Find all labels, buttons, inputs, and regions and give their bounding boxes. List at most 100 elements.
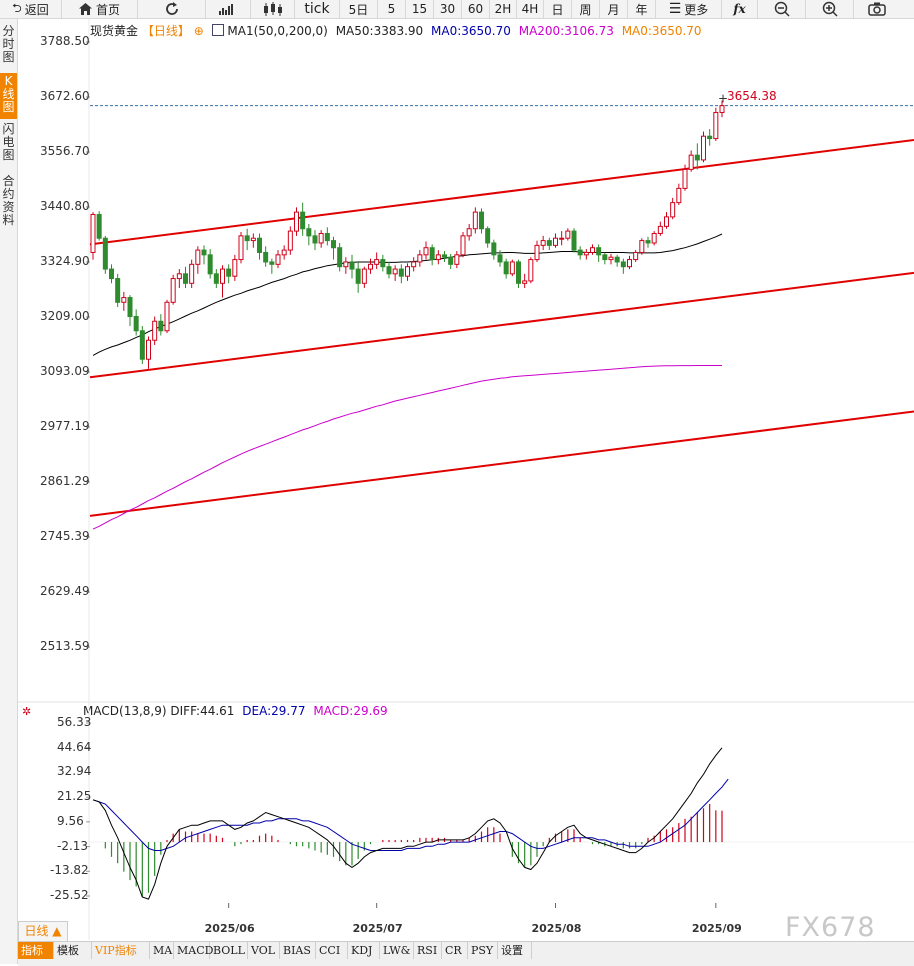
candle-body [275, 254, 281, 265]
refresh-button[interactable] [138, 0, 206, 18]
candle-body [115, 278, 121, 303]
period-label: 5 [387, 2, 396, 16]
indicator-tab[interactable]: RSI [414, 942, 442, 959]
home-button[interactable]: 首页 [62, 0, 138, 18]
side-tab-label: K线图 [2, 74, 15, 114]
indicator-tab[interactable]: LW& [380, 942, 414, 959]
indicator-tab[interactable]: VIP指标 [92, 942, 150, 959]
candle-body [546, 240, 552, 246]
candle-body [380, 259, 386, 268]
line-chart-button[interactable] [206, 0, 251, 18]
zoom-in-button[interactable] [806, 0, 854, 18]
candle-body [713, 111, 719, 140]
candle-body [448, 256, 454, 265]
camera-button[interactable] [854, 0, 899, 18]
side-tab-kline[interactable]: K线图 [0, 73, 17, 119]
zoom-out-icon [774, 1, 790, 17]
indicator-tab[interactable]: BOLL [210, 942, 248, 959]
indicator-tab[interactable]: PSY [468, 942, 498, 959]
candle-body [657, 225, 663, 234]
candle-body [670, 202, 676, 218]
candle-body [701, 135, 706, 161]
candle-body [454, 254, 460, 265]
candle-body [201, 249, 207, 256]
period-label: 日 [551, 2, 564, 17]
dea-line [92, 778, 729, 851]
period-2h[interactable]: 2H [490, 0, 517, 18]
tick-button[interactable]: tick [295, 0, 340, 18]
indicator-tab[interactable]: VOL [248, 942, 280, 959]
period-year[interactable]: 年 [628, 0, 656, 18]
period-day[interactable]: 日 [544, 0, 572, 18]
candle-body [158, 320, 164, 332]
period-week[interactable]: 周 [572, 0, 600, 18]
side-tab-label: 闪电图 [2, 122, 15, 162]
side-tab-flash[interactable]: 闪电图 [0, 123, 17, 169]
channel-line-lower [89, 410, 914, 517]
candle-body [590, 247, 595, 253]
candle-body [688, 154, 694, 170]
ma-params: MA1(50,0,200,0) [227, 24, 328, 38]
menu-icon: ☰ [668, 1, 682, 17]
macd-dea: DEA:29.77 [242, 704, 306, 718]
candle-body [639, 240, 645, 253]
indicator-tab[interactable]: 指标 [18, 942, 54, 959]
indicator-icon[interactable] [211, 24, 224, 36]
ma0-value: MA0:3650.70 [431, 24, 511, 38]
macd-diff: DIFF:44.61 [170, 704, 235, 718]
candle-body [139, 330, 145, 360]
macd-y-tick-label: -2.13 [57, 838, 89, 853]
candle-body [509, 261, 515, 275]
side-tab-timeshare[interactable]: 分时图 [0, 25, 17, 71]
candle-body [361, 268, 367, 284]
candle-body [220, 268, 225, 284]
back-label: 返回 [24, 2, 49, 17]
indicator-tab[interactable]: BIAS [280, 942, 316, 959]
period-4h[interactable]: 4H [517, 0, 544, 18]
indicator-tab[interactable]: MA [150, 942, 174, 959]
indicator-tab[interactable]: MACD [174, 942, 213, 959]
candle-body [294, 211, 299, 232]
zoom-in-icon [822, 1, 838, 17]
macd-params: MACD(13,8,9) [83, 704, 167, 718]
y-tick-label: 3440.80 [40, 198, 90, 213]
candle-body [479, 211, 484, 230]
candle-body [651, 232, 657, 244]
period-60[interactable]: 60 [462, 0, 490, 18]
indicator-tab[interactable]: KDJ [348, 942, 380, 959]
period-15[interactable]: 15 [406, 0, 434, 18]
indicator-tab[interactable]: 设置 [498, 942, 532, 959]
candle-body [559, 237, 565, 240]
ma200-line [92, 365, 722, 530]
candle-body [306, 228, 312, 237]
indicator-tab[interactable]: CCI [316, 942, 348, 959]
kline-chart[interactable]: + [0, 0, 914, 940]
period-label: 60 [467, 2, 484, 16]
candle-body [627, 259, 632, 268]
more-button[interactable]: ☰ 更多 [656, 0, 722, 18]
indicator-tab[interactable]: 模板 [54, 942, 92, 959]
period-selector[interactable]: 日线 ▲ [18, 921, 68, 942]
candle-body [429, 247, 435, 261]
y-tick-label: 2861.29 [40, 474, 90, 488]
period-30[interactable]: 30 [434, 0, 462, 18]
indicator-tab[interactable]: CR [442, 942, 468, 959]
back-button[interactable]: ⮌ 返回 [0, 0, 62, 18]
formula-button[interactable]: fx [722, 0, 758, 18]
period-month[interactable]: 月 [600, 0, 628, 18]
macd-settings-icon[interactable]: ✲ [22, 705, 32, 718]
period-5d[interactable]: 5日 [340, 0, 378, 18]
zoom-out-button[interactable] [758, 0, 806, 18]
candle-body [102, 237, 108, 270]
period-5[interactable]: 5 [378, 0, 406, 18]
ma50-value: MA50:3383.90 [335, 24, 424, 38]
macd-y-tick-label: 9.56 [57, 813, 84, 828]
side-tab-contract[interactable]: 合约资料 [0, 175, 17, 235]
candle-body [485, 228, 491, 244]
watermark: FX678 [785, 912, 876, 943]
period-label: 30 [439, 2, 456, 16]
y-tick-label: 3093.09 [40, 364, 90, 378]
candlestick-button[interactable] [251, 0, 295, 18]
last-price-label: 3654.38 [727, 88, 777, 103]
settings-icon[interactable]: ⊕ [193, 24, 204, 38]
